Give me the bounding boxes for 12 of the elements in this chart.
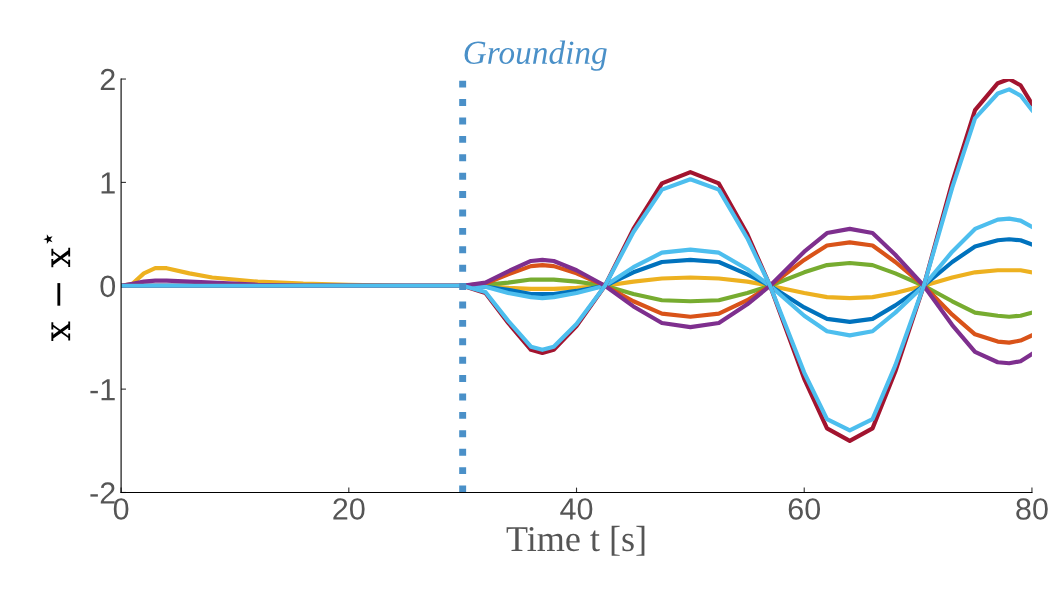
y-tick-label: -1 bbox=[90, 379, 115, 401]
x-axis-title: Time t [s] bbox=[506, 525, 645, 556]
y-axis-title: x − x$^{⋆}$ bbox=[43, 234, 71, 341]
x-tick-label: 40 bbox=[560, 498, 593, 520]
x-tick-label: 80 bbox=[1016, 498, 1048, 520]
ref-line-label: Grounding bbox=[464, 40, 607, 71]
y-tick-label: 2 bbox=[100, 68, 115, 91]
y-tick-label: 1 bbox=[101, 172, 115, 194]
y-tick-label: -2 bbox=[90, 482, 115, 504]
x-tick-label: 20 bbox=[333, 498, 365, 520]
x-tick-label: 60 bbox=[788, 498, 821, 520]
y-tick-label: 0 bbox=[100, 275, 116, 298]
